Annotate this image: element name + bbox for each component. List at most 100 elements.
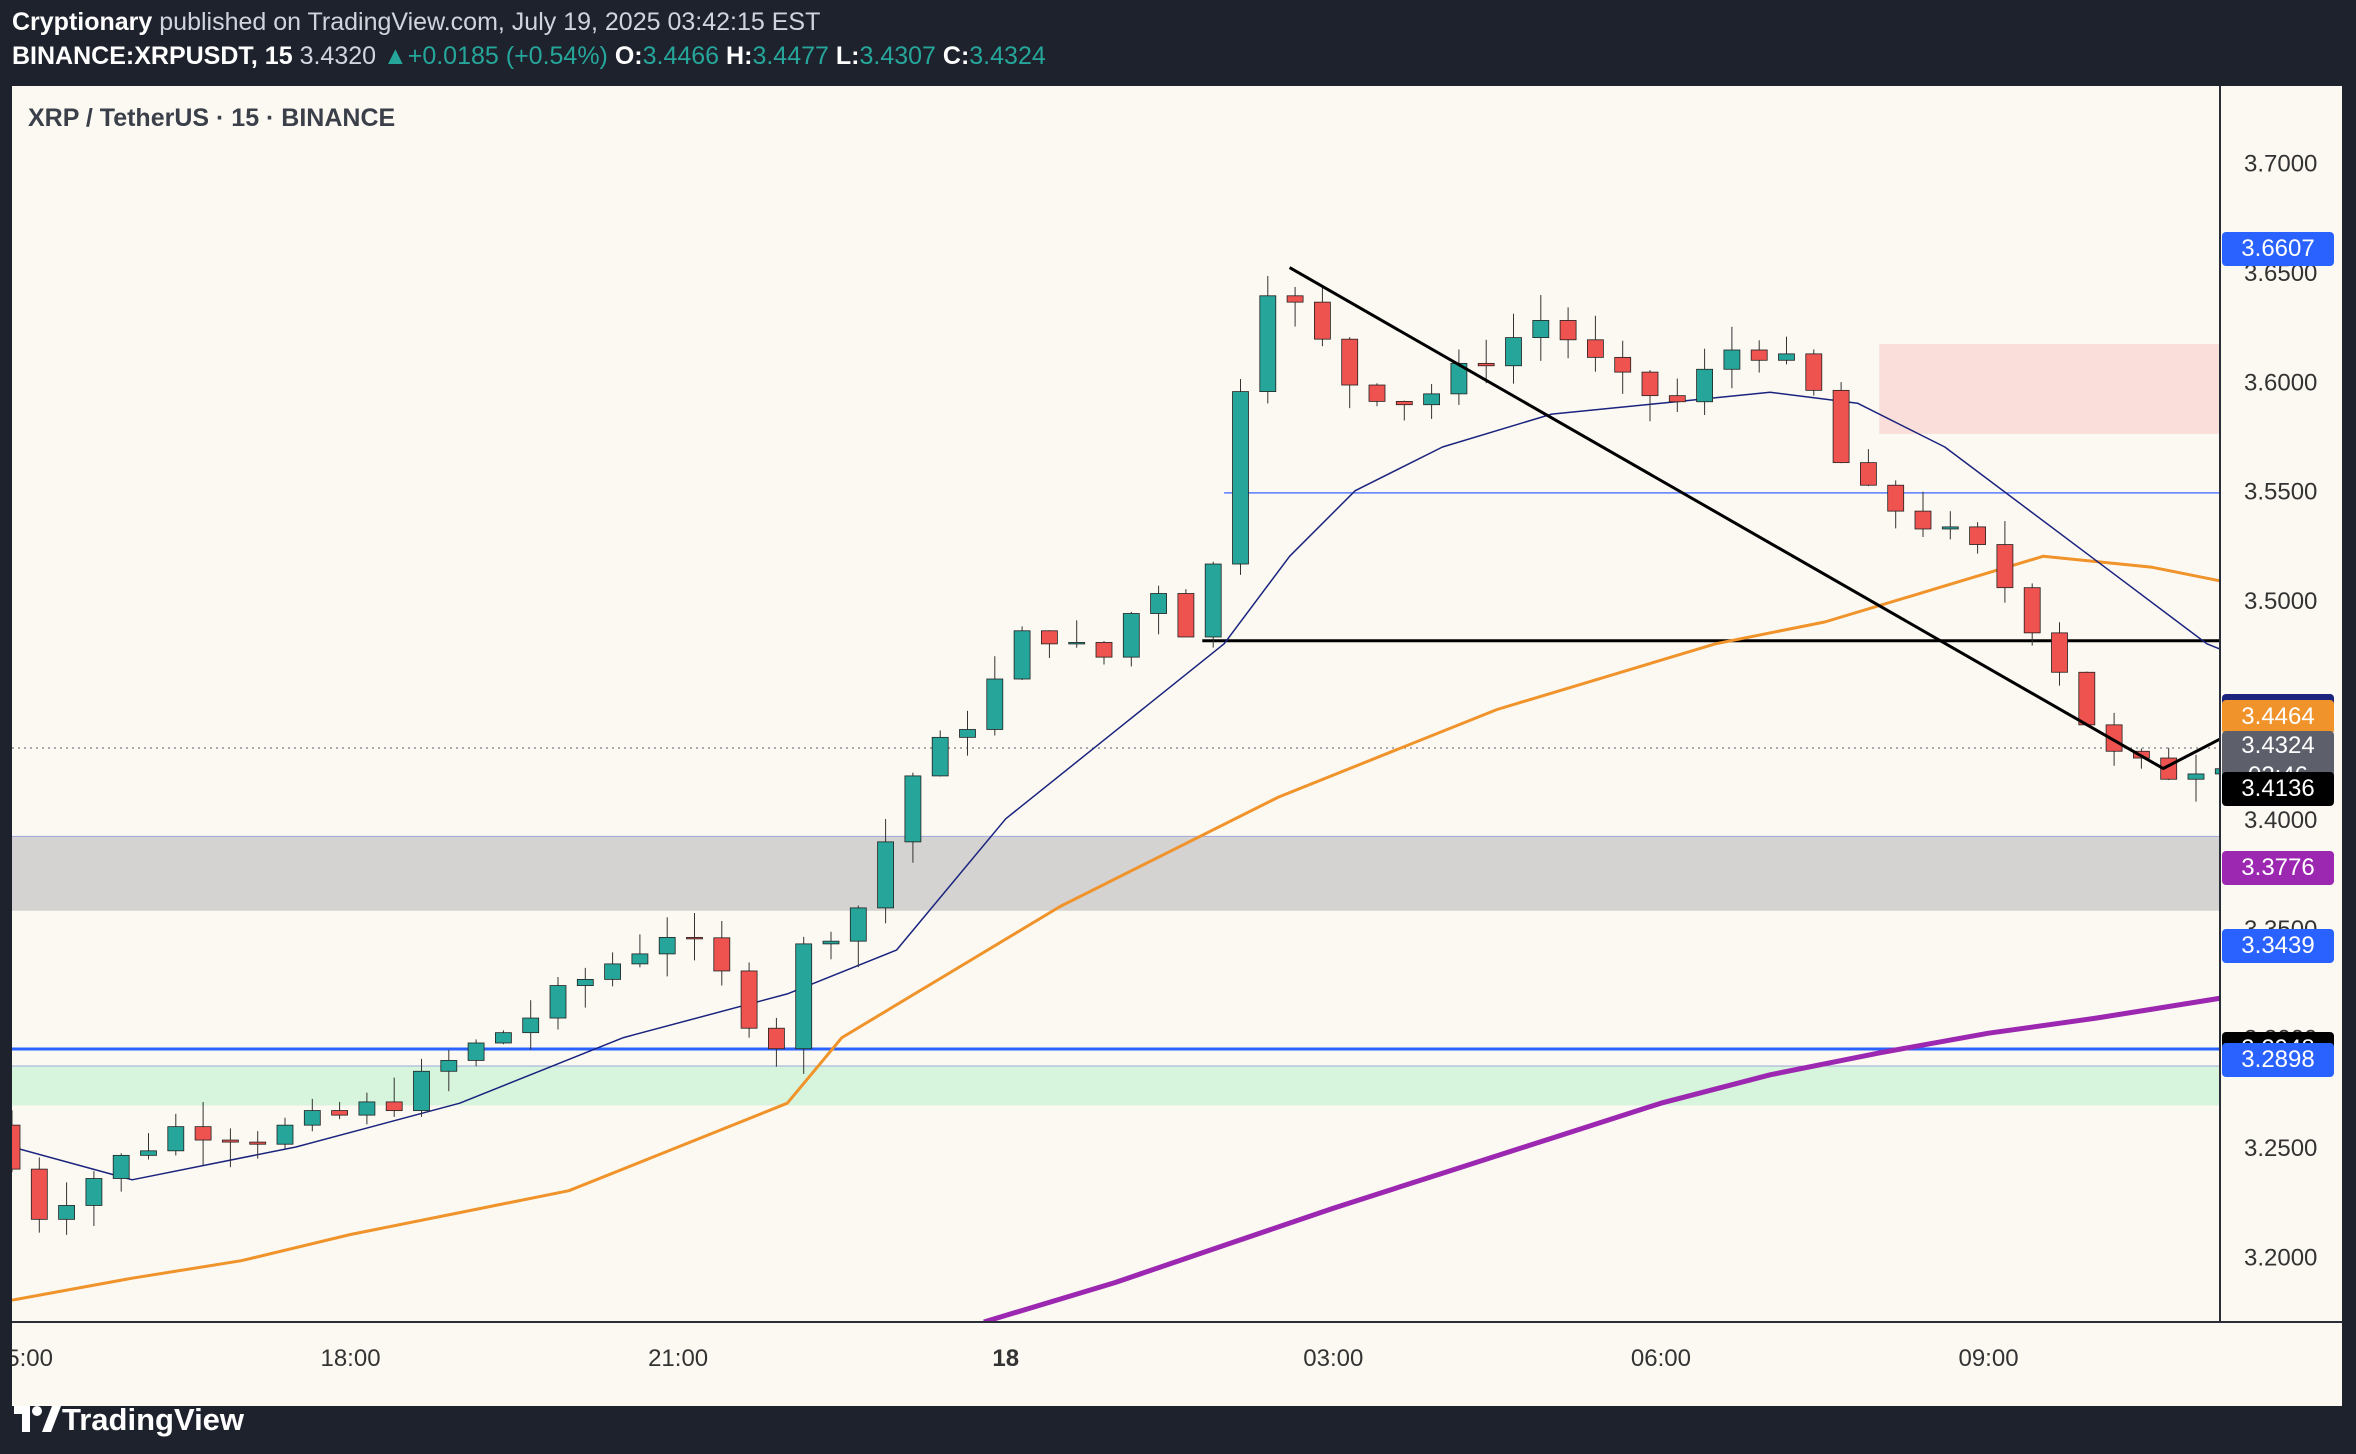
- candle: [1177, 589, 1195, 638]
- candle: [30, 1157, 48, 1233]
- candle-body: [1996, 544, 2014, 589]
- candle-body: [167, 1126, 185, 1152]
- candle: [358, 1092, 376, 1125]
- candle-body: [1941, 526, 1959, 530]
- publisher-name[interactable]: Cryptionary: [12, 8, 153, 36]
- candle-body: [140, 1150, 157, 1156]
- open-label: O:: [614, 42, 643, 70]
- candle: [1259, 275, 1277, 404]
- last-price: 3.4320: [299, 42, 377, 70]
- candle: [249, 1131, 267, 1159]
- candle-body: [1641, 371, 1659, 397]
- candle: [1832, 382, 1850, 464]
- candle: [276, 1117, 294, 1149]
- candle: [1941, 511, 1959, 540]
- tradingview-logo-text: TradingView: [62, 1402, 245, 1437]
- candle-body: [358, 1101, 376, 1116]
- candle-body: [2023, 587, 2041, 634]
- candle: [2187, 754, 2205, 802]
- candle: [194, 1102, 212, 1166]
- candle-body: [112, 1154, 130, 1179]
- candle: [849, 905, 867, 968]
- open-value: 3.4466: [642, 42, 720, 70]
- candle: [768, 1017, 785, 1067]
- candle: [85, 1171, 103, 1226]
- candle-body: [1723, 349, 1741, 370]
- candle: [1341, 337, 1359, 409]
- price-tick-label: 3.6000: [2244, 369, 2317, 396]
- candle-body: [331, 1110, 349, 1116]
- candle-body: [931, 736, 949, 777]
- candle: [140, 1133, 157, 1160]
- candle-body: [1395, 400, 1413, 406]
- price-tick-label: 3.7000: [2244, 151, 2317, 178]
- support-zone: [12, 836, 2220, 911]
- candle: [2078, 671, 2096, 727]
- high-label: H:: [726, 42, 753, 70]
- candle: [1969, 522, 1986, 554]
- time-tick-label: 03:00: [1303, 1345, 1363, 1372]
- candle: [12, 1110, 21, 1173]
- time-tick-label: 21:00: [648, 1345, 708, 1372]
- symbol-label[interactable]: BINANCE:XRPUSDT, 15: [12, 42, 293, 70]
- candle: [1532, 295, 1550, 361]
- candle-body: [686, 936, 703, 940]
- candle-body: [849, 907, 867, 942]
- axis-layer: 3.20003.25003.30003.35003.40003.45003.50…: [12, 86, 2342, 1406]
- ema50-line: [12, 554, 2342, 1302]
- candle-body: [631, 953, 649, 965]
- chart-title: XRP / TetherUS · 15 · BINANCE: [28, 104, 396, 132]
- price-tick-label: 3.4000: [2244, 807, 2317, 834]
- candle: [1204, 561, 1222, 648]
- price-tag: 3.4136: [2222, 772, 2334, 807]
- ema13-line: [12, 391, 2342, 1181]
- price-tick-label: 3.5500: [2244, 479, 2317, 506]
- candle-body: [768, 1027, 785, 1050]
- candle-body: [1423, 393, 1440, 406]
- price-tag: 3.2898: [2222, 1042, 2334, 1077]
- close-label: C:: [942, 42, 970, 70]
- chart-pane[interactable]: YDay HiYDay LoPOCPOCPOCPOCPOC In BodyPOC…: [12, 86, 2342, 1406]
- candle-body: [604, 963, 621, 980]
- time-tick-label: 18:00: [320, 1345, 380, 1372]
- candle-body: [1532, 320, 1550, 339]
- candle: [167, 1113, 185, 1156]
- tradingview-logo[interactable]: TradingView: [12, 1398, 252, 1442]
- ema200-line: [983, 976, 2342, 1325]
- candle: [2023, 583, 2041, 646]
- candle: [740, 962, 758, 1038]
- candle-body: [877, 841, 894, 909]
- candle: [631, 934, 649, 968]
- candle: [1696, 348, 1713, 415]
- time-tick-label: 18: [992, 1345, 1019, 1372]
- candle-body: [904, 775, 922, 843]
- demand-zone: [12, 1066, 2220, 1106]
- candle: [904, 772, 922, 863]
- candle: [58, 1182, 75, 1235]
- candle-body: [413, 1070, 430, 1112]
- candle-body: [1805, 353, 1823, 391]
- candle-body: [795, 943, 813, 1050]
- chart-canvas[interactable]: YDay HiYDay LoPOCPOCPOCPOCPOC In BodyPOC…: [12, 86, 2342, 1406]
- candle: [1778, 336, 1795, 365]
- candle: [576, 967, 594, 1008]
- candle: [112, 1153, 130, 1192]
- candle: [658, 917, 676, 977]
- candle-body: [1041, 630, 1058, 645]
- published-text: published on TradingView.com, July 19, 2…: [159, 8, 821, 36]
- candle-body: [1832, 389, 1850, 464]
- price-change: +0.0185 (+0.54%): [407, 42, 608, 70]
- candle-body: [1614, 356, 1632, 373]
- candle-body: [522, 1017, 540, 1034]
- ohlc-legend: BINANCE:XRPUSDT, 15 3.4320 ▲+0.0185 (+0.…: [12, 42, 1046, 71]
- candle: [1395, 400, 1413, 421]
- candle: [1041, 630, 1058, 658]
- candle: [1232, 379, 1249, 575]
- price-tag: 3.6607: [2222, 231, 2334, 266]
- candle: [877, 818, 894, 924]
- candle: [1286, 286, 1304, 327]
- candle-body: [1778, 353, 1795, 361]
- candle: [549, 977, 567, 1030]
- price-tick-label: 3.2500: [2244, 1135, 2317, 1162]
- candle-body: [385, 1101, 403, 1112]
